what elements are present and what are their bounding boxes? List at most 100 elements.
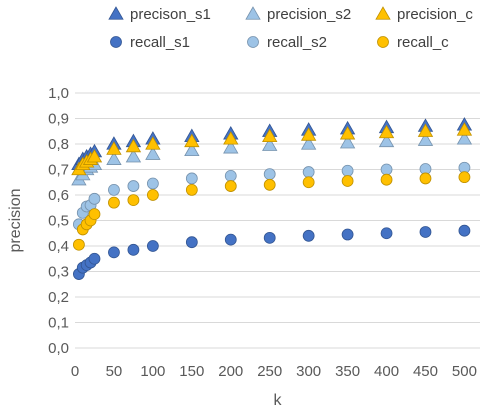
series-precision_s2 [71,131,473,186]
legend-marker [375,6,391,20]
legend: precison_s1 precision_s2 precision_crecall… [108,6,473,51]
data-point-recall_s1 [127,243,140,256]
data-point-recall_c [72,238,85,251]
data-point-precision_s2 [145,146,161,160]
y-tick-label: 0,6 [48,187,69,204]
data-point-recall_s2 [146,177,159,190]
data-point-recall_s2 [263,168,276,180]
data-point-recall_s1 [263,231,276,244]
data-point-recall_s2 [302,166,315,178]
data-point-recall_s2 [341,164,354,177]
x-axis-ticks: 0 50 100 150 200 250 300 350 400 450 500 [71,363,477,380]
data-point-recall_s2 [127,180,140,192]
y-tick-label: 0,5 [48,213,69,230]
data-point-recall_c [380,173,393,186]
data-point-precision_c [223,131,239,145]
data-point-recall_s1 [341,228,354,241]
x-tick-label: 200 [218,363,243,380]
legend-item-precison_s1: precison_s1 [108,6,211,23]
y-tick-label: 0,9 [48,111,69,128]
data-point-recall_s1 [224,233,237,246]
data-point-precision_s2 [125,148,142,163]
x-tick-label: 350 [335,363,360,380]
data-point-precision_c [106,141,122,155]
y-tick-label: 0,3 [48,264,69,281]
data-point-recall_s1 [185,236,198,249]
data-point-precision_s2 [417,132,434,146]
y-tick-label: 0,2 [48,289,69,306]
legend-marker [247,36,259,48]
legend-marker [110,36,122,48]
data-point-recall_c [88,208,101,221]
data-point-recall_c [108,196,120,209]
legend-marker [245,6,261,20]
legend-label: recall_s2 [267,34,327,51]
data-point-recall_s2 [185,172,198,185]
data-point-recall_c [185,183,198,196]
x-tick-label: 450 [413,363,438,380]
x-tick-label: 0 [71,363,79,380]
y-tick-label: 0,8 [48,136,69,153]
data-point-recall_s2 [380,163,393,176]
legend-marker [377,36,389,48]
data-point-recall_s1 [419,226,432,238]
y-tick-label: 0,7 [48,162,69,179]
data-point-recall_c [146,189,159,201]
y-axis-title: precision [7,188,24,252]
data-point-recall_c [263,178,276,191]
data-point-recall_c [302,176,315,189]
legend-label: precision_s2 [267,6,351,23]
data-point-recall_c [224,180,237,192]
data-point-precision_s2 [456,131,473,145]
data-point-recall_c [419,172,432,185]
y-tick-label: 0,4 [48,238,69,255]
data-point-recall_s1 [146,240,159,252]
data-point-recall_c [458,171,471,184]
legend-marker [108,6,124,20]
x-tick-label: 150 [179,363,204,380]
legend-label: precison_s1 [130,6,211,23]
data-point-precision_c [86,148,103,163]
legend-item-recall_s2: recall_s2 [247,34,327,51]
data-point-recall_s1 [88,252,101,265]
y-tick-label: 0,0 [48,340,69,357]
data-point-precision_c [184,133,200,148]
x-tick-label: 400 [374,363,399,380]
legend-item-precision_s2: precision_s2 [245,6,351,23]
data-point-precision_s2 [223,140,239,154]
series-precision_c [71,122,473,176]
data-point-recall_s2 [108,183,120,196]
x-tick-label: 250 [257,363,282,380]
data-point-recall_s1 [380,227,393,240]
data-point-recall_s2 [224,169,237,182]
data-point-precision_c [339,125,356,140]
data-point-precision_c [125,138,142,153]
data-points [71,117,473,280]
data-point-recall_s1 [108,246,120,259]
legend-label: recall_s1 [130,34,190,51]
y-tick-label: 1,0 [48,85,69,102]
x-axis-title: k [274,392,283,409]
legend-item-recall_s1: recall_s1 [110,34,190,51]
data-point-precision_c [417,123,434,137]
data-point-precision_s2 [184,142,200,157]
data-point-recall_s1 [458,224,471,237]
legend-label: recall_c [397,34,449,51]
legend-item-recall_c: recall_c [377,34,449,51]
data-point-precision_c [262,128,278,143]
series-recall_s1 [72,224,471,280]
data-point-precision_s2 [300,136,317,150]
legend-label: precision_c [397,6,473,23]
data-point-precision_s2 [106,151,122,165]
x-tick-label: 500 [452,363,477,380]
data-point-precision_s2 [339,134,356,149]
x-tick-label: 100 [140,363,165,380]
data-point-recall_s2 [88,192,101,205]
x-tick-label: 50 [106,363,123,380]
y-tick-label: 0,1 [48,315,69,332]
grid [75,92,480,349]
data-point-recall_s1 [302,229,315,242]
data-point-recall_c [127,194,140,207]
